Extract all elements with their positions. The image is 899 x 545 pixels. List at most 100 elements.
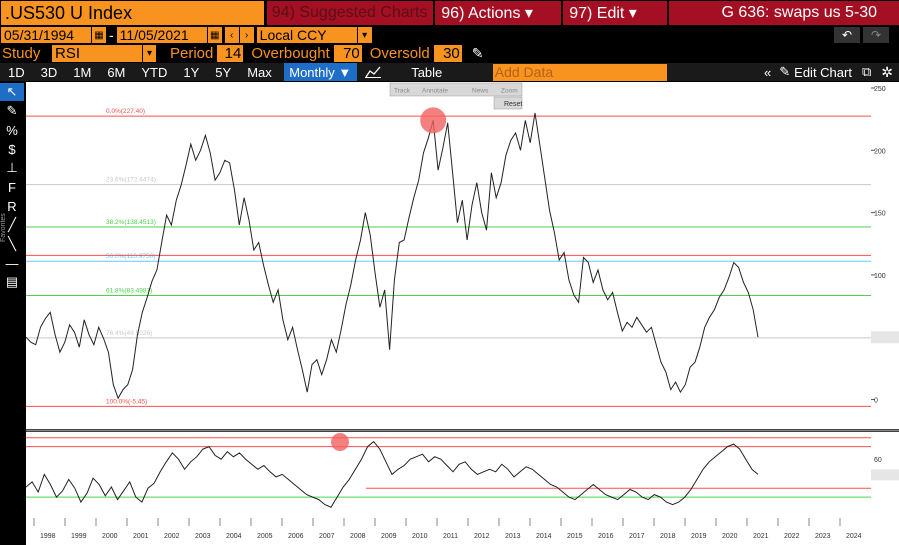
chart-floating-toolbar: Track Annotate News Zoom Reset (389, 82, 523, 110)
frequency-text: Monthly ▼ (289, 64, 352, 80)
pen-icon[interactable]: ✎ (6, 103, 18, 118)
study-label: Study (2, 45, 41, 62)
band-icon[interactable]: ▤ (5, 274, 19, 289)
x-tick-label: 2015 (567, 533, 583, 540)
x-axis-background (26, 518, 899, 545)
dropdown-arrow-icon[interactable]: ▾ (357, 27, 372, 43)
retracement-icon[interactable]: R (7, 198, 17, 214)
study-value: RSI (55, 45, 81, 62)
track-button[interactable]: Track (394, 88, 411, 95)
chart-svg: 0501001502002500.0%(227.40)23.6%(172.447… (25, 82, 899, 545)
rsi-series-line (25, 440, 759, 508)
drawing-tools-sidebar: ↖ ✎ % $ ⊥ F R ╱ ╲ — ▤ Favorites (0, 82, 26, 545)
period-field[interactable]: 14 (217, 45, 244, 62)
x-tick-label: 2009 (381, 533, 397, 540)
add-data-text: Add Data (494, 64, 554, 80)
fib-level-label: 61.8%(83.4987) (106, 287, 152, 294)
channel-icon[interactable]: ╲ (8, 236, 16, 251)
zoom-button[interactable]: Zoom (501, 88, 518, 95)
fib-level-label: 76.4%(49.5026) (106, 330, 152, 337)
favorites-label: Favorites (0, 213, 7, 242)
fib-level-label: 23.6%(172.4474) (106, 177, 156, 184)
period-button-1y[interactable]: 1Y (183, 64, 200, 80)
trend-icon[interactable]: ⊥ (6, 160, 18, 175)
reset-label: Reset (504, 101, 522, 108)
dollar-line-icon[interactable]: $ (8, 141, 16, 157)
y-tick-label: 200 (874, 148, 886, 155)
annotate-button[interactable]: Annotate (422, 88, 448, 95)
overbought-field[interactable]: 70 (333, 45, 362, 62)
line-chart-icon[interactable] (357, 63, 389, 81)
x-tick-label: 1999 (71, 533, 87, 540)
x-tick-label: 2018 (660, 533, 676, 540)
x-tick-label: 2003 (195, 533, 211, 540)
period-label: Period (170, 45, 214, 62)
x-tick-label: 1998 (40, 533, 56, 540)
calendar-icon[interactable]: ▦ (207, 27, 222, 43)
x-tick-label: 2014 (536, 533, 552, 540)
undo-button[interactable]: ↶ (834, 27, 860, 43)
favorites-tab[interactable]: Favorites (0, 192, 7, 242)
brush-icon[interactable]: ╱ (8, 217, 16, 232)
pencil-icon: ✎ (779, 64, 791, 79)
chevron-left-icon[interactable]: ‹ (224, 27, 239, 43)
chart-title: G 636: swaps us 5-30 (669, 1, 899, 25)
calendar-icon[interactable]: ▦ (92, 27, 106, 43)
redo-button[interactable]: ↷ (863, 27, 889, 43)
pencil-icon[interactable]: ✎ (471, 45, 484, 61)
collapse-icon[interactable]: « (764, 64, 772, 80)
study-bar: Study RSI ▾ Period 14 Overbought 70 Over… (0, 44, 899, 63)
highlight-circle (420, 107, 447, 134)
study-select[interactable]: RSI (52, 45, 142, 62)
rsi-highlight-circle (331, 433, 349, 451)
end-date-field[interactable]: 11/05/2021 (116, 27, 207, 43)
x-tick-label: 2012 (474, 533, 490, 540)
period-button-3d[interactable]: 3D (40, 64, 58, 80)
period-button-1m[interactable]: 1M (73, 64, 92, 80)
overbought-value: 70 (343, 45, 360, 62)
period-button-1d[interactable]: 1D (8, 64, 25, 80)
start-date-field[interactable]: 05/31/1994 (1, 27, 91, 43)
x-tick-label: 2001 (133, 533, 149, 540)
actions-label: 96) Actions ▾ (441, 5, 533, 22)
x-tick-label: 2020 (722, 533, 738, 540)
frequency-select[interactable]: Monthly ▼ (283, 63, 357, 81)
chart-title-text: G 636: swaps us 5-30 (721, 4, 878, 21)
oversold-value: 30 (443, 45, 460, 62)
fibonacci-icon[interactable]: F (8, 179, 16, 195)
x-tick-label: 2007 (319, 533, 335, 540)
x-tick-label: 2022 (784, 533, 800, 540)
cursor-icon[interactable]: ↖ (0, 83, 24, 101)
actions-menu-button[interactable]: 96) Actions ▾ (435, 1, 562, 25)
chart-settings-icon[interactable]: ⧉ (861, 64, 872, 79)
period-button-6m[interactable]: 6M (107, 64, 126, 80)
oversold-label: Oversold (369, 45, 430, 62)
fib-level-label: 100.0%(-5.45) (106, 398, 147, 405)
chart-panel[interactable]: 0501001502002500.0%(227.40)23.6%(172.447… (25, 82, 899, 545)
period-button-5y[interactable]: 5Y (215, 64, 232, 80)
security-field[interactable]: .US530 U Index (1, 1, 264, 25)
news-button[interactable]: News (472, 88, 489, 95)
chevron-right-icon[interactable]: › (239, 27, 254, 43)
x-tick-label: 2010 (412, 533, 428, 540)
edit-menu-button[interactable]: 97) Edit ▾ (563, 1, 668, 25)
percent-line-icon[interactable]: % (6, 122, 18, 138)
y-tick-label: 0 (874, 398, 878, 405)
period-button-max[interactable]: Max (247, 64, 272, 80)
currency-select[interactable]: Local CCY (256, 27, 357, 43)
period-button-ytd[interactable]: YTD (141, 64, 168, 80)
dropdown-arrow-icon[interactable]: ▾ (143, 45, 156, 62)
oversold-field[interactable]: 30 (433, 45, 462, 62)
edit-chart-button[interactable]: ✎ Edit Chart (779, 64, 852, 80)
main-axis-background (871, 82, 899, 429)
horizontal-line-icon[interactable]: — (5, 255, 19, 271)
add-data-field[interactable]: Add Data (492, 63, 667, 81)
suggested-charts-button[interactable]: 94) Suggested Charts (266, 1, 434, 25)
start-date-text: 05/31/1994 (4, 27, 75, 43)
reset-button[interactable] (493, 96, 523, 110)
table-button[interactable]: Table (397, 63, 457, 81)
gear-icon[interactable]: ✲ (881, 63, 893, 80)
last-value-tag (871, 331, 899, 344)
overbought-label: Overbought (251, 45, 330, 62)
x-tick-label: 2019 (691, 533, 707, 540)
